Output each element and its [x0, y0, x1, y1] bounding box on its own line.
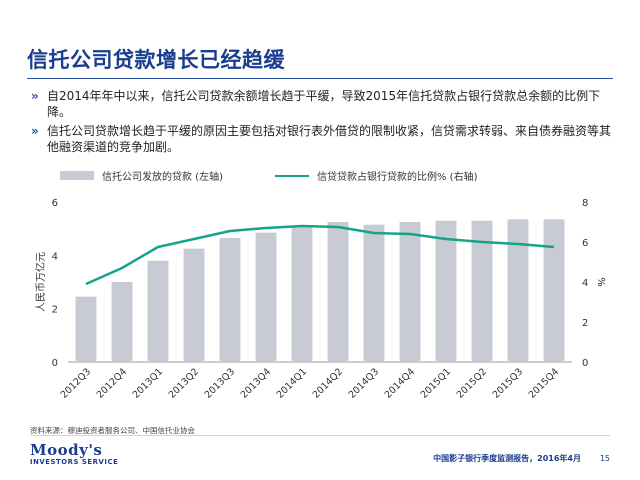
bar: [435, 220, 457, 362]
bar: [75, 296, 97, 362]
x-tick-label: 2015Q3: [491, 366, 525, 400]
bar: [111, 282, 133, 362]
y-left-tick-label: 0: [52, 358, 58, 369]
x-tick-label: 2014Q1: [275, 366, 309, 400]
bar: [507, 219, 529, 362]
footer-divider: [30, 435, 610, 436]
y-right-tick-label: 4: [582, 278, 588, 289]
line-series: [85, 224, 555, 286]
x-tick-label: 2015Q1: [419, 366, 453, 400]
y-right-tick-label: 2: [582, 318, 588, 329]
bar: [327, 222, 349, 362]
source-note: 资料来源：穆迪投资者服务公司、中国信托业协会: [30, 426, 195, 435]
moodys-logo: Moody's INVESTORS SERVICE: [30, 441, 118, 466]
x-tick-label: 2014Q2: [311, 366, 345, 400]
chart: 0 2 4 6 0 2 4 6 8 人民币万亿元 % 2012Q3 2012Q4 2013Q1 2013Q2…: [34, 198, 606, 401]
x-tick-label: 2015Q4: [527, 366, 561, 400]
bar: [183, 248, 205, 362]
x-tick-label: 2012Q3: [59, 366, 93, 400]
y-right-tick-label: 8: [582, 198, 588, 209]
y-right-axis-label: %: [595, 277, 606, 287]
bar: [255, 232, 277, 362]
x-tick-label: 2014Q4: [383, 366, 417, 400]
bar: [399, 222, 421, 362]
bullet-item: » 自2014年年中以来，信托公司贷款余额增长趋于平缓，导致2015年信托贷款占…: [31, 88, 611, 120]
bar: [363, 224, 385, 362]
chart-legend: 信托公司发放的贷款 (左轴) 信贷贷款占银行贷款的比例% (右轴): [60, 168, 477, 183]
legend-line-swatch: [274, 174, 309, 177]
bullet-item: » 信托公司贷款增长趋于平缓的原因主要包括对银行表外借贷的限制收紧，信贷需求转弱…: [31, 123, 611, 155]
bar: [291, 226, 313, 362]
legend-bar-swatch: [60, 171, 94, 180]
legend-bar-label: 信托公司发放的贷款 (左轴): [102, 172, 223, 183]
x-tick-label: 2013Q4: [239, 366, 273, 400]
y-left-tick-label: 4: [52, 251, 58, 262]
footer: 中国影子银行季度监测报告，2016年4月 15: [433, 453, 610, 464]
logo-sub: INVESTORS SERVICE: [30, 458, 119, 466]
x-tick-label: 2015Q2: [455, 366, 489, 400]
legend-line-label: 信贷贷款占银行贷款的比例% (右轴): [316, 172, 478, 183]
footer-report: 中国影子银行季度监测报告，2016年4月: [433, 454, 582, 463]
bullet-text: 自2014年年中以来，信托公司贷款余额增长趋于平缓，导致2015年信托贷款占银行…: [47, 89, 601, 119]
y-left-tick-label: 2: [52, 305, 58, 316]
bullet-list: » 自2014年年中以来，信托公司贷款余额增长趋于平缓，导致2015年信托贷款占…: [31, 88, 611, 158]
bullet-mark: »: [31, 124, 39, 138]
logo-main: Moody's: [30, 441, 103, 459]
title-divider: [27, 78, 613, 79]
bullet-mark: »: [31, 89, 39, 103]
y-right-tick-label: 6: [582, 238, 588, 249]
page-number: 15: [599, 454, 610, 463]
page-title: 信托公司贷款增长已经趋缓: [27, 48, 285, 72]
bar: [543, 219, 565, 362]
x-tick-label: 2012Q4: [95, 366, 129, 400]
bar: [471, 220, 493, 362]
y-right-tick-label: 0: [582, 358, 588, 369]
x-tick-label: 2013Q3: [203, 366, 237, 400]
bar: [147, 260, 169, 362]
x-tick-label: 2014Q3: [347, 366, 381, 400]
y-left-tick-label: 6: [52, 198, 58, 209]
x-tick-label: 2013Q1: [131, 366, 165, 400]
bullet-text: 信托公司贷款增长趋于平缓的原因主要包括对银行表外借贷的限制收紧，信贷需求转弱、来…: [47, 124, 612, 154]
x-tick-label: 2013Q2: [167, 366, 201, 400]
bar: [219, 238, 241, 362]
y-left-axis-label: 人民币万亿元: [34, 252, 47, 312]
